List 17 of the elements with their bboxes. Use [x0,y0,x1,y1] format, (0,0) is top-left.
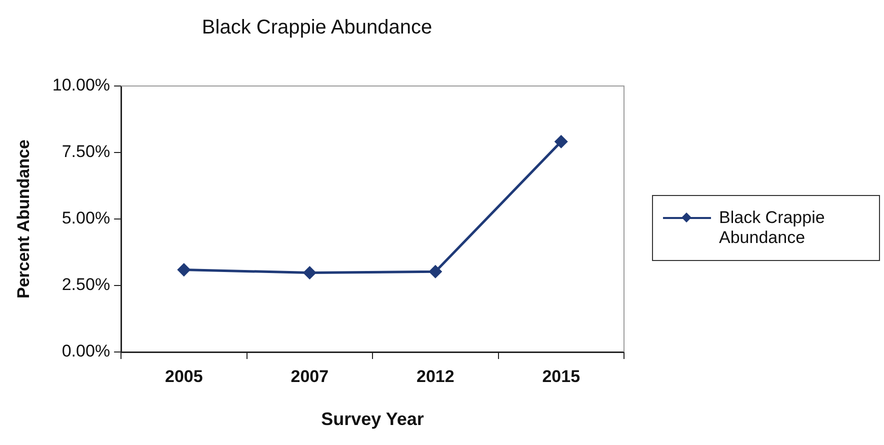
x-tick-label: 2015 [542,366,580,386]
y-axis-title: Percent Abundance [14,139,33,299]
x-tick-label: 2007 [290,366,329,386]
y-tick-label: 0.00% [62,342,110,361]
legend-label: Black Crappie Abundance [719,208,826,248]
x-tick-label: 2005 [165,366,203,386]
point [178,264,190,276]
y-tick-label: 10.00% [52,76,110,95]
point [303,266,316,279]
point [429,265,442,278]
y-tick-label: 2.50% [62,275,110,294]
y-tick-label: 7.50% [62,142,110,162]
x-tick-label: 2012 [416,366,454,386]
x-axis-title: Survey Year [321,409,424,430]
y-tick-label: 5.00% [62,208,110,228]
chart-title: Black Crappie Abundance [202,16,432,39]
point [554,135,568,148]
